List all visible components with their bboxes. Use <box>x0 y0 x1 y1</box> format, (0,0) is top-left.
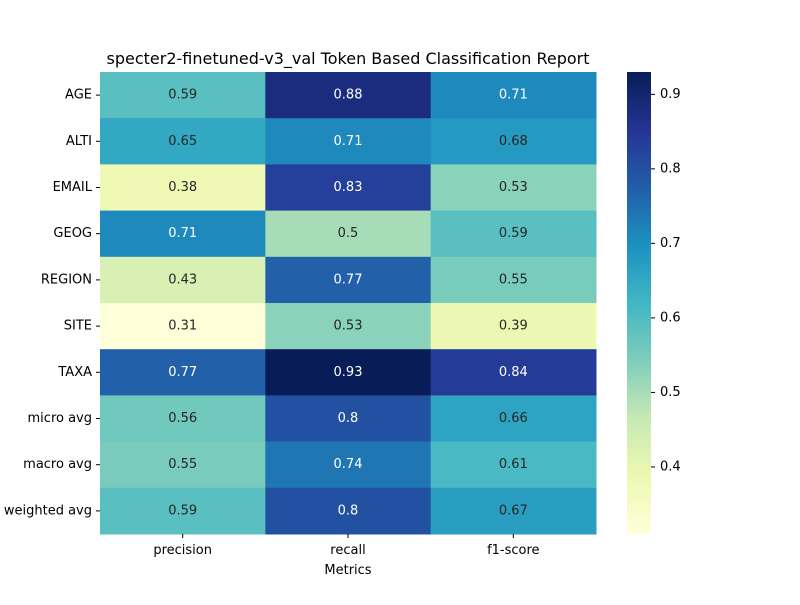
cell-value-label: 0.74 <box>334 457 363 472</box>
cell-value-label: 0.59 <box>499 226 528 241</box>
heatmap-cell <box>265 395 432 443</box>
cell-value-label: 0.65 <box>168 134 197 149</box>
cell-value-label: 0.39 <box>499 319 528 334</box>
heatmap-cell <box>265 256 432 304</box>
heatmap-cell <box>430 118 597 165</box>
heatmap-cell <box>265 303 432 350</box>
cell-value-label: 0.93 <box>334 365 363 380</box>
cell-value-label: 0.71 <box>334 134 363 149</box>
cell-value-label: 0.59 <box>168 88 197 103</box>
y-tick-label: ALTI <box>66 134 92 149</box>
heatmap-cell <box>430 395 597 443</box>
heatmap-cell <box>100 395 266 443</box>
heatmap-cell <box>265 164 432 212</box>
heatmap-cell <box>430 441 597 489</box>
x-tick-label: precision <box>153 543 212 558</box>
y-tick-label: macro avg <box>23 457 92 472</box>
heatmap-cell <box>430 256 597 304</box>
cell-value-label: 0.77 <box>334 272 363 287</box>
colorbar <box>627 72 651 534</box>
cell-value-label: 0.31 <box>168 319 197 334</box>
colorbar-ticks: 0.4 0.5 0.6 0.7 0.8 0.9 <box>651 87 681 474</box>
colorbar-tick-label: 0.8 <box>660 161 681 176</box>
heatmap-cell <box>100 164 266 212</box>
y-tick-label: TAXA <box>57 365 92 380</box>
cell-value-label: 0.77 <box>168 365 197 380</box>
heatmap-cell <box>430 487 597 535</box>
y-tick-labels: AGE ALTI EMAIL GEOG REGION SITE TAXA micro avg m… <box>4 88 100 518</box>
heatmap-cell <box>430 349 597 396</box>
x-axis-label: Metrics <box>324 563 371 578</box>
y-tick-label: AGE <box>65 88 92 103</box>
colorbar-tick-label: 0.4 <box>660 459 681 474</box>
x-tick-label: recall <box>330 543 365 558</box>
cell-value-label: 0.53 <box>334 319 363 334</box>
heatmap-cell <box>265 118 432 165</box>
y-tick-label: GEOG <box>53 226 92 241</box>
y-tick-label: EMAIL <box>53 180 93 195</box>
cell-value-label: 0.5 <box>338 226 359 241</box>
heatmap-cell <box>430 303 597 350</box>
y-tick-label: REGION <box>41 272 92 287</box>
colorbar-tick-label: 0.7 <box>660 236 681 251</box>
heatmap-cell <box>265 441 432 489</box>
cell-value-label: 0.71 <box>168 226 197 241</box>
cell-value-label: 0.61 <box>499 457 528 472</box>
heatmap-cell <box>100 72 266 119</box>
cell-value-label: 0.88 <box>334 88 363 103</box>
cell-value-label: 0.8 <box>338 503 359 518</box>
cell-value-label: 0.8 <box>338 411 359 426</box>
cell-value-label: 0.43 <box>168 272 197 287</box>
heatmap-cell <box>100 210 266 258</box>
cell-value-label: 0.38 <box>168 180 197 195</box>
cell-value-label: 0.59 <box>168 503 197 518</box>
cell-value-label: 0.56 <box>168 411 197 426</box>
cell-value-label: 0.55 <box>499 272 528 287</box>
heatmap-cell <box>430 164 597 212</box>
heatmap-cell <box>100 303 266 350</box>
heatmap-cell <box>100 487 266 535</box>
heatmap-cell <box>265 210 432 258</box>
heatmap-cell <box>430 72 597 119</box>
cell-value-label: 0.83 <box>334 180 363 195</box>
cell-value-label: 0.55 <box>168 457 197 472</box>
heatmap-cells: 0.59 0.88 0.71 0.65 0.71 0.68 0.38 0.83 0.53 0.71… <box>100 72 597 535</box>
heatmap-cell <box>100 118 266 165</box>
colorbar-tick-label: 0.9 <box>660 87 681 102</box>
heatmap-cell <box>100 349 266 396</box>
x-tick-labels: precision recall f1-score <box>153 534 540 558</box>
cell-value-label: 0.67 <box>499 503 528 518</box>
heatmap-cell <box>265 487 432 535</box>
cell-value-label: 0.84 <box>499 365 528 380</box>
heatmap-cell <box>100 256 266 304</box>
heatmap-cell <box>100 441 266 489</box>
y-tick-label: SITE <box>64 319 92 334</box>
cell-value-label: 0.68 <box>499 134 528 149</box>
heatmap-cell <box>265 349 432 396</box>
heatmap-cell <box>265 72 432 119</box>
cell-value-label: 0.66 <box>499 411 528 426</box>
colorbar-gradient <box>627 72 651 534</box>
heatmap-cell <box>430 210 597 258</box>
cell-value-label: 0.53 <box>499 180 528 195</box>
y-tick-label: micro avg <box>28 411 92 426</box>
x-tick-label: f1-score <box>487 543 539 558</box>
colorbar-tick-label: 0.5 <box>660 385 681 400</box>
y-tick-label: weighted avg <box>4 503 92 518</box>
cell-value-label: 0.71 <box>499 88 528 103</box>
chart-title: specter2-finetuned-v3_val Token Based Cl… <box>107 49 590 69</box>
colorbar-tick-label: 0.6 <box>660 310 681 325</box>
